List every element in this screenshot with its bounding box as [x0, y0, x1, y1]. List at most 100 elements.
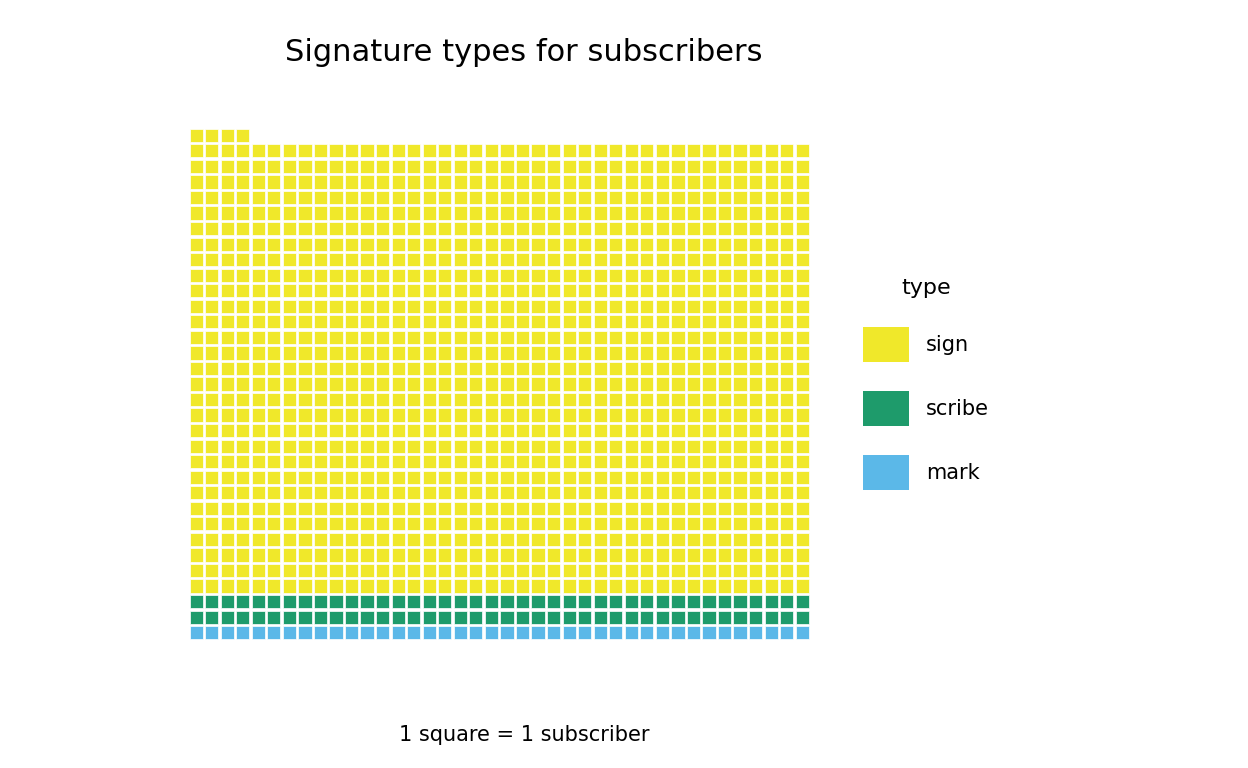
Bar [313, 144, 327, 157]
Bar [407, 315, 421, 329]
Bar [547, 346, 560, 359]
Bar [515, 362, 529, 375]
Bar [594, 409, 607, 422]
Bar [578, 284, 592, 297]
Bar [594, 346, 607, 359]
Bar [547, 518, 560, 531]
Bar [703, 144, 715, 157]
Bar [283, 237, 296, 250]
Bar [376, 144, 389, 157]
Bar [671, 284, 685, 297]
Bar [594, 300, 607, 313]
Bar [190, 377, 202, 391]
Bar [578, 207, 592, 220]
Bar [547, 144, 560, 157]
Bar [484, 331, 498, 344]
Bar [361, 424, 373, 437]
Bar [609, 502, 623, 515]
Bar [765, 579, 778, 593]
Bar [236, 455, 250, 468]
Bar [563, 284, 575, 297]
Bar [190, 611, 202, 624]
Bar [407, 160, 421, 173]
Bar [361, 191, 373, 204]
Bar [469, 253, 483, 266]
Bar [469, 175, 483, 189]
Bar [344, 518, 358, 531]
Bar [532, 424, 544, 437]
Bar [205, 377, 218, 391]
Bar [454, 595, 467, 608]
Bar [578, 548, 592, 561]
Bar [609, 579, 623, 593]
Bar [392, 175, 404, 189]
Bar [298, 377, 312, 391]
Bar [438, 455, 452, 468]
Bar [221, 160, 233, 173]
Bar [267, 611, 281, 624]
Bar [734, 362, 746, 375]
Bar [361, 377, 373, 391]
Bar [765, 284, 778, 297]
Bar [671, 486, 685, 499]
Bar [532, 160, 544, 173]
Bar [594, 502, 607, 515]
Bar [484, 269, 498, 282]
Bar [454, 518, 467, 531]
Bar [703, 455, 715, 468]
Bar [547, 393, 560, 406]
Bar [392, 284, 404, 297]
Bar [749, 595, 763, 608]
Bar [438, 331, 452, 344]
Bar [361, 144, 373, 157]
Bar [780, 579, 794, 593]
Bar [267, 237, 281, 250]
Bar [407, 393, 421, 406]
Bar [578, 269, 592, 282]
Bar [344, 409, 358, 422]
Bar [780, 222, 794, 235]
Bar [329, 439, 343, 453]
Bar [344, 362, 358, 375]
Bar [190, 579, 202, 593]
Bar [469, 611, 483, 624]
Bar [438, 222, 452, 235]
Bar [718, 455, 731, 468]
Bar [267, 191, 281, 204]
Bar [252, 346, 265, 359]
Bar [515, 300, 529, 313]
Text: Signature types for subscribers: Signature types for subscribers [286, 38, 763, 68]
Bar [609, 611, 623, 624]
Bar [484, 564, 498, 577]
Bar [703, 207, 715, 220]
Bar [236, 393, 250, 406]
Bar [780, 331, 794, 344]
Bar [718, 284, 731, 297]
Bar [796, 362, 809, 375]
Bar [236, 424, 250, 437]
Bar [344, 579, 358, 593]
Bar [594, 315, 607, 329]
Bar [532, 300, 544, 313]
Bar [749, 144, 763, 157]
Bar [671, 579, 685, 593]
Bar [765, 175, 778, 189]
Bar [221, 315, 233, 329]
Bar [594, 564, 607, 577]
Bar [686, 626, 700, 639]
Bar [532, 331, 544, 344]
Bar [423, 175, 436, 189]
Bar [329, 626, 343, 639]
Bar [423, 455, 436, 468]
Bar [454, 377, 467, 391]
Bar [392, 331, 404, 344]
Bar [640, 331, 654, 344]
Bar [205, 564, 218, 577]
Bar [500, 237, 514, 250]
Bar [796, 160, 809, 173]
Bar [655, 409, 669, 422]
Bar [609, 175, 623, 189]
Bar [376, 237, 389, 250]
Bar [515, 486, 529, 499]
Bar [329, 377, 343, 391]
